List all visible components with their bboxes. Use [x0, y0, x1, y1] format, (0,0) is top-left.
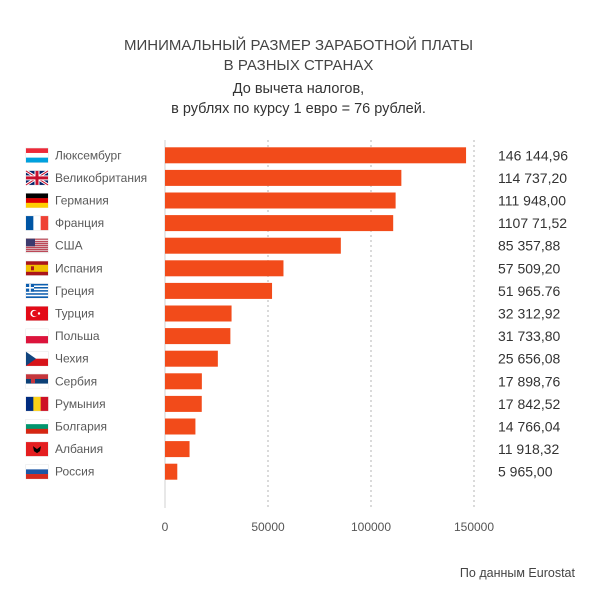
- value-label: 114 737,20: [498, 170, 567, 186]
- bar: [165, 305, 232, 322]
- value-label: 17 898,76: [498, 373, 560, 389]
- flag-germany-icon: [25, 193, 49, 208]
- value-label: 32 312,92: [498, 306, 560, 322]
- country-label: Люксембург: [55, 148, 122, 162]
- x-tick-label: 150000: [454, 520, 494, 534]
- bar: [165, 147, 467, 164]
- chart-title-line-2: В РАЗНЫХ СТРАНАХ: [223, 57, 374, 74]
- country-label: Болгария: [55, 420, 107, 434]
- country-label: Албания: [55, 442, 103, 456]
- bar: [165, 328, 231, 345]
- flag-luxembourg-icon: [25, 147, 49, 163]
- flag-spain-icon: [25, 260, 49, 276]
- country-label: Сербия: [55, 374, 97, 388]
- country-label: Чехия: [55, 352, 89, 366]
- value-label: 111 948,00: [498, 193, 566, 209]
- flag-uk-icon: [25, 169, 49, 187]
- flag-greece-icon: [25, 283, 49, 299]
- bar: [165, 463, 178, 480]
- bar: [165, 260, 284, 277]
- country-label: Греция: [55, 284, 94, 298]
- value-label: 17 842,52: [498, 396, 560, 412]
- bar: [165, 282, 273, 299]
- value-label: 146 144,96: [498, 147, 568, 163]
- data-source-note: По данным Eurostat: [459, 566, 575, 580]
- country-label: Польша: [55, 329, 100, 343]
- country-label: Великобритания: [55, 171, 147, 185]
- value-label: 1107 71,52: [498, 215, 567, 231]
- chart-subtitle-line-2: в рублях по курсу 1 евро = 76 рублей.: [171, 101, 426, 117]
- value-label: 14 766,04: [498, 419, 560, 435]
- country-label: Испания: [55, 261, 103, 275]
- flag-france-icon: [25, 215, 49, 231]
- value-label: 85 357,88: [498, 238, 560, 254]
- country-label: Франция: [55, 216, 104, 230]
- value-label: 25 656,08: [498, 351, 560, 367]
- bar: [165, 441, 190, 458]
- value-label: 57 509,20: [498, 260, 560, 276]
- bar: [165, 395, 202, 412]
- flag-albania-icon: [25, 441, 49, 457]
- value-label: 11 918,32: [498, 441, 559, 457]
- value-label: 51 965.76: [498, 283, 560, 299]
- bar: [165, 192, 396, 209]
- country-label: Турция: [55, 307, 94, 321]
- x-tick-label: 50000: [251, 520, 285, 534]
- x-tick-label: 0: [162, 520, 169, 534]
- flag-bulgaria-icon: [25, 419, 49, 434]
- bar: [165, 215, 394, 232]
- bar: [165, 169, 402, 186]
- flag-czechia-icon: [25, 351, 49, 367]
- country-label: Германия: [55, 194, 109, 208]
- x-tick-label: 100000: [351, 520, 391, 534]
- bar: [165, 350, 218, 367]
- country-label: Россия: [55, 465, 94, 479]
- flag-usa-icon: [25, 238, 49, 254]
- bar: [165, 373, 202, 390]
- bar: [165, 237, 341, 254]
- flag-russia-icon: [25, 464, 49, 480]
- flag-poland-icon: [25, 328, 49, 344]
- flag-romania-icon: [25, 396, 49, 412]
- value-label: 31 733,80: [498, 328, 560, 344]
- country-label: США: [55, 239, 83, 253]
- bar: [165, 418, 196, 435]
- chart-title-line-1: МИНИМАЛЬНЫЙ РАЗМЕР ЗАРАБОТНОЙ ПЛАТЫ: [124, 37, 473, 54]
- flag-serbia-icon: [25, 373, 49, 389]
- flag-turkey-icon: [25, 306, 49, 321]
- value-label: 5 965,00: [498, 464, 553, 480]
- country-label: Румыния: [55, 397, 106, 411]
- chart-subtitle-line-1: До вычета налогов,: [232, 81, 365, 97]
